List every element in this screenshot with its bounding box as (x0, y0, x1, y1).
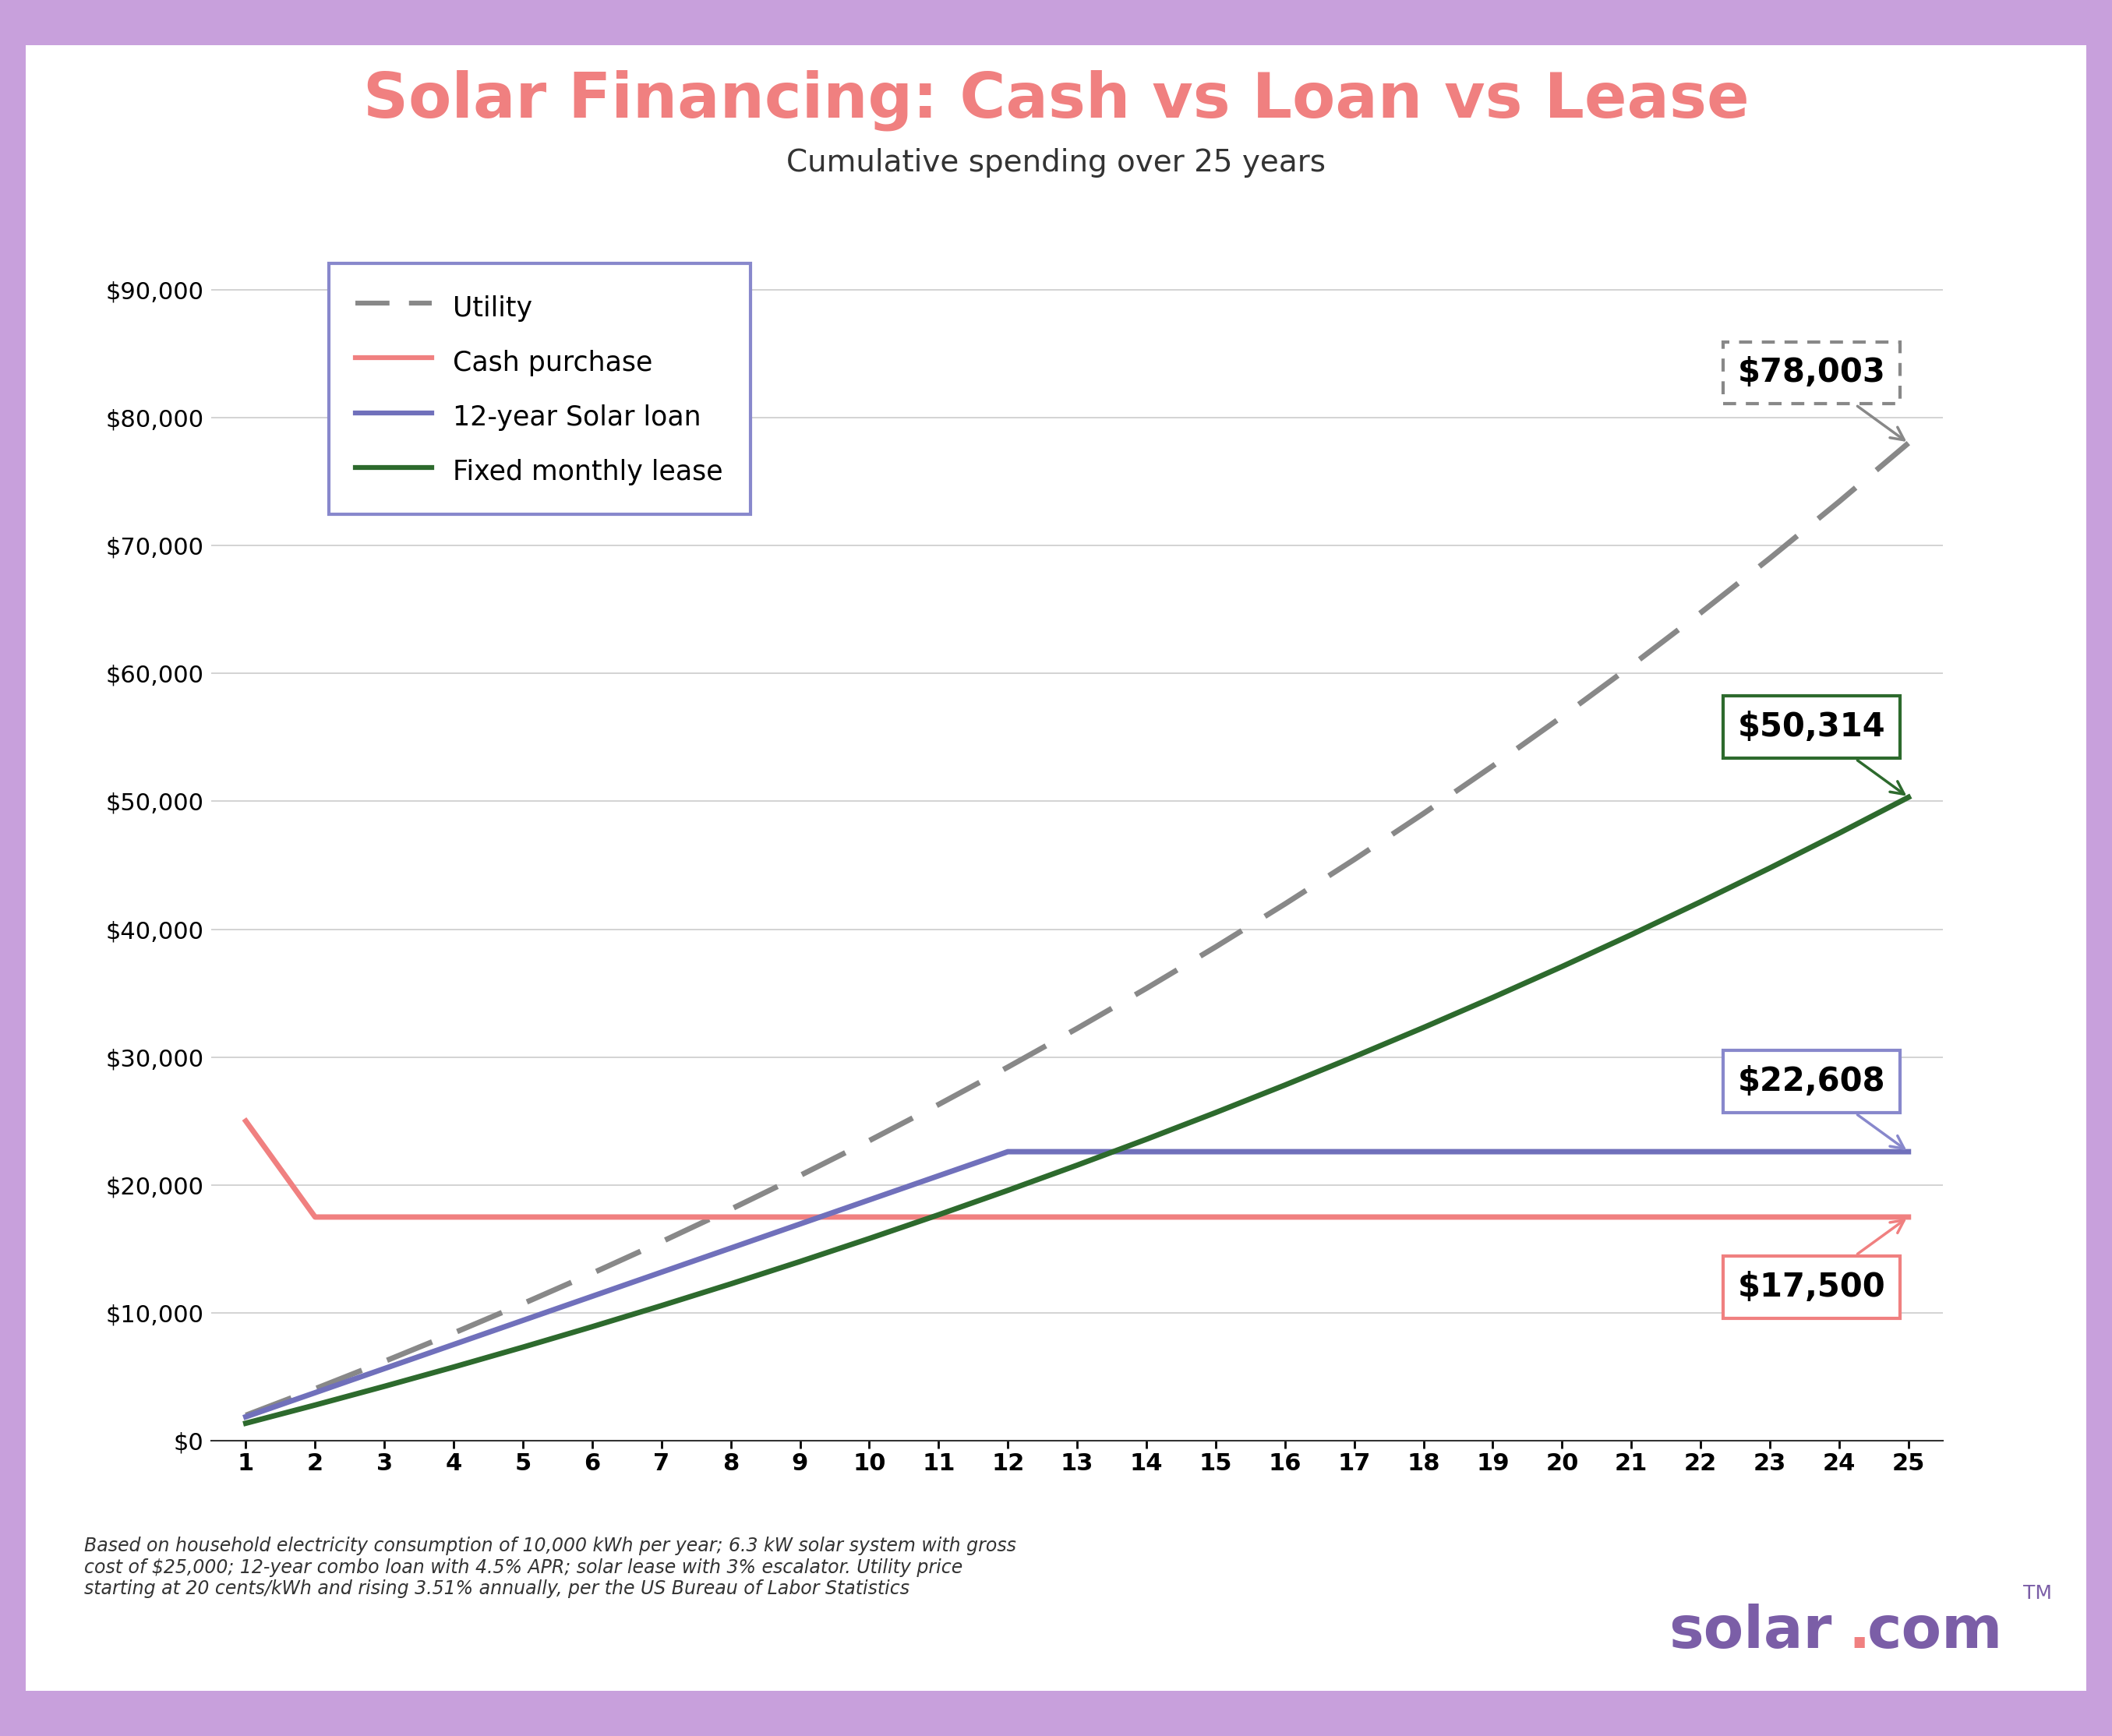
Text: TM: TM (2023, 1585, 2053, 1602)
Legend: Utility, Cash purchase, 12-year Solar loan, Fixed monthly lease: Utility, Cash purchase, 12-year Solar lo… (329, 264, 750, 514)
Text: Cumulative spending over 25 years: Cumulative spending over 25 years (786, 148, 1326, 179)
Text: $17,500: $17,500 (1738, 1220, 1905, 1304)
Text: solar: solar (1668, 1604, 1831, 1660)
Text: Solar Financing: Cash vs Loan vs Lease: Solar Financing: Cash vs Loan vs Lease (363, 69, 1749, 132)
Text: $78,003: $78,003 (1738, 356, 1905, 439)
Text: com: com (1867, 1604, 2002, 1660)
Text: $50,314: $50,314 (1738, 710, 1905, 795)
Text: .: . (1848, 1604, 1869, 1660)
Text: Based on household electricity consumption of 10,000 kWh per year; 6.3 kW solar : Based on household electricity consumpti… (84, 1536, 1016, 1599)
Text: $22,608: $22,608 (1738, 1064, 1905, 1149)
